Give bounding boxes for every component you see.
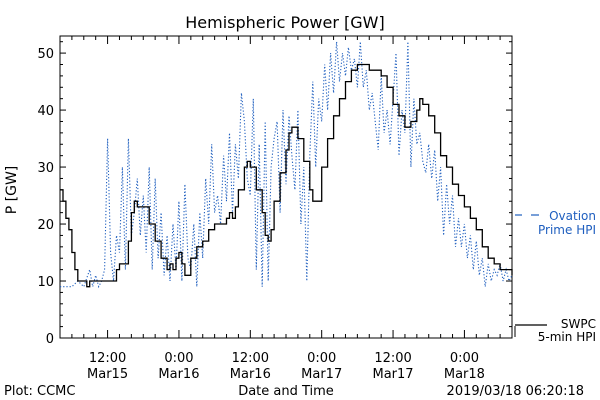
x-tick-date-label: Mar18 bbox=[444, 367, 485, 382]
x-tick-label: 0:00 bbox=[450, 351, 479, 366]
x-axis-ticks: 12:00Mar150:00Mar1612:00Mar160:00Mar1712… bbox=[59, 36, 513, 382]
x-tick-label: 12:00 bbox=[374, 351, 411, 366]
y-tick-label: 10 bbox=[37, 275, 54, 290]
y-tick-label: 0 bbox=[46, 332, 54, 347]
x-tick-label: 0:00 bbox=[307, 351, 336, 366]
x-tick-date-label: Mar16 bbox=[230, 367, 271, 382]
footer-plot-credit: Plot: CCMC bbox=[4, 384, 75, 399]
x-axis-label: Date and Time bbox=[238, 384, 334, 399]
legend-ovation-sublabel: Prime HPI bbox=[538, 223, 596, 237]
legend-ovation-label: Ovation bbox=[549, 209, 596, 223]
legend-swpc-sublabel: 5-min HPI bbox=[538, 330, 596, 344]
x-tick-label: 12:00 bbox=[89, 351, 126, 366]
legend-swpc-label: SWPC bbox=[561, 317, 596, 331]
plot-frame bbox=[59, 35, 513, 339]
y-axis-label: P [GW] bbox=[4, 166, 20, 215]
series-layer bbox=[60, 41, 513, 289]
y-tick-label: 20 bbox=[37, 218, 54, 233]
x-tick-label: 12:00 bbox=[232, 351, 269, 366]
y-axis-ticks: 0 10 20 30 40 50 bbox=[37, 41, 512, 347]
y-tick-label: 50 bbox=[37, 47, 54, 62]
x-tick-date-label: Mar16 bbox=[158, 367, 199, 382]
x-tick-date-label: Mar17 bbox=[373, 367, 414, 382]
x-tick-label: 0:00 bbox=[164, 351, 193, 366]
y-tick-label: 30 bbox=[37, 161, 54, 176]
x-tick-date-label: Mar17 bbox=[301, 367, 342, 382]
x-tick-date-label: Mar15 bbox=[87, 367, 128, 382]
footer-timestamp: 2019/03/18 06:20:18 bbox=[447, 384, 584, 399]
y-tick-label: 40 bbox=[37, 104, 54, 119]
series-line-swpc bbox=[60, 63, 513, 288]
chart-title: Hemispheric Power [GW] bbox=[185, 13, 384, 32]
